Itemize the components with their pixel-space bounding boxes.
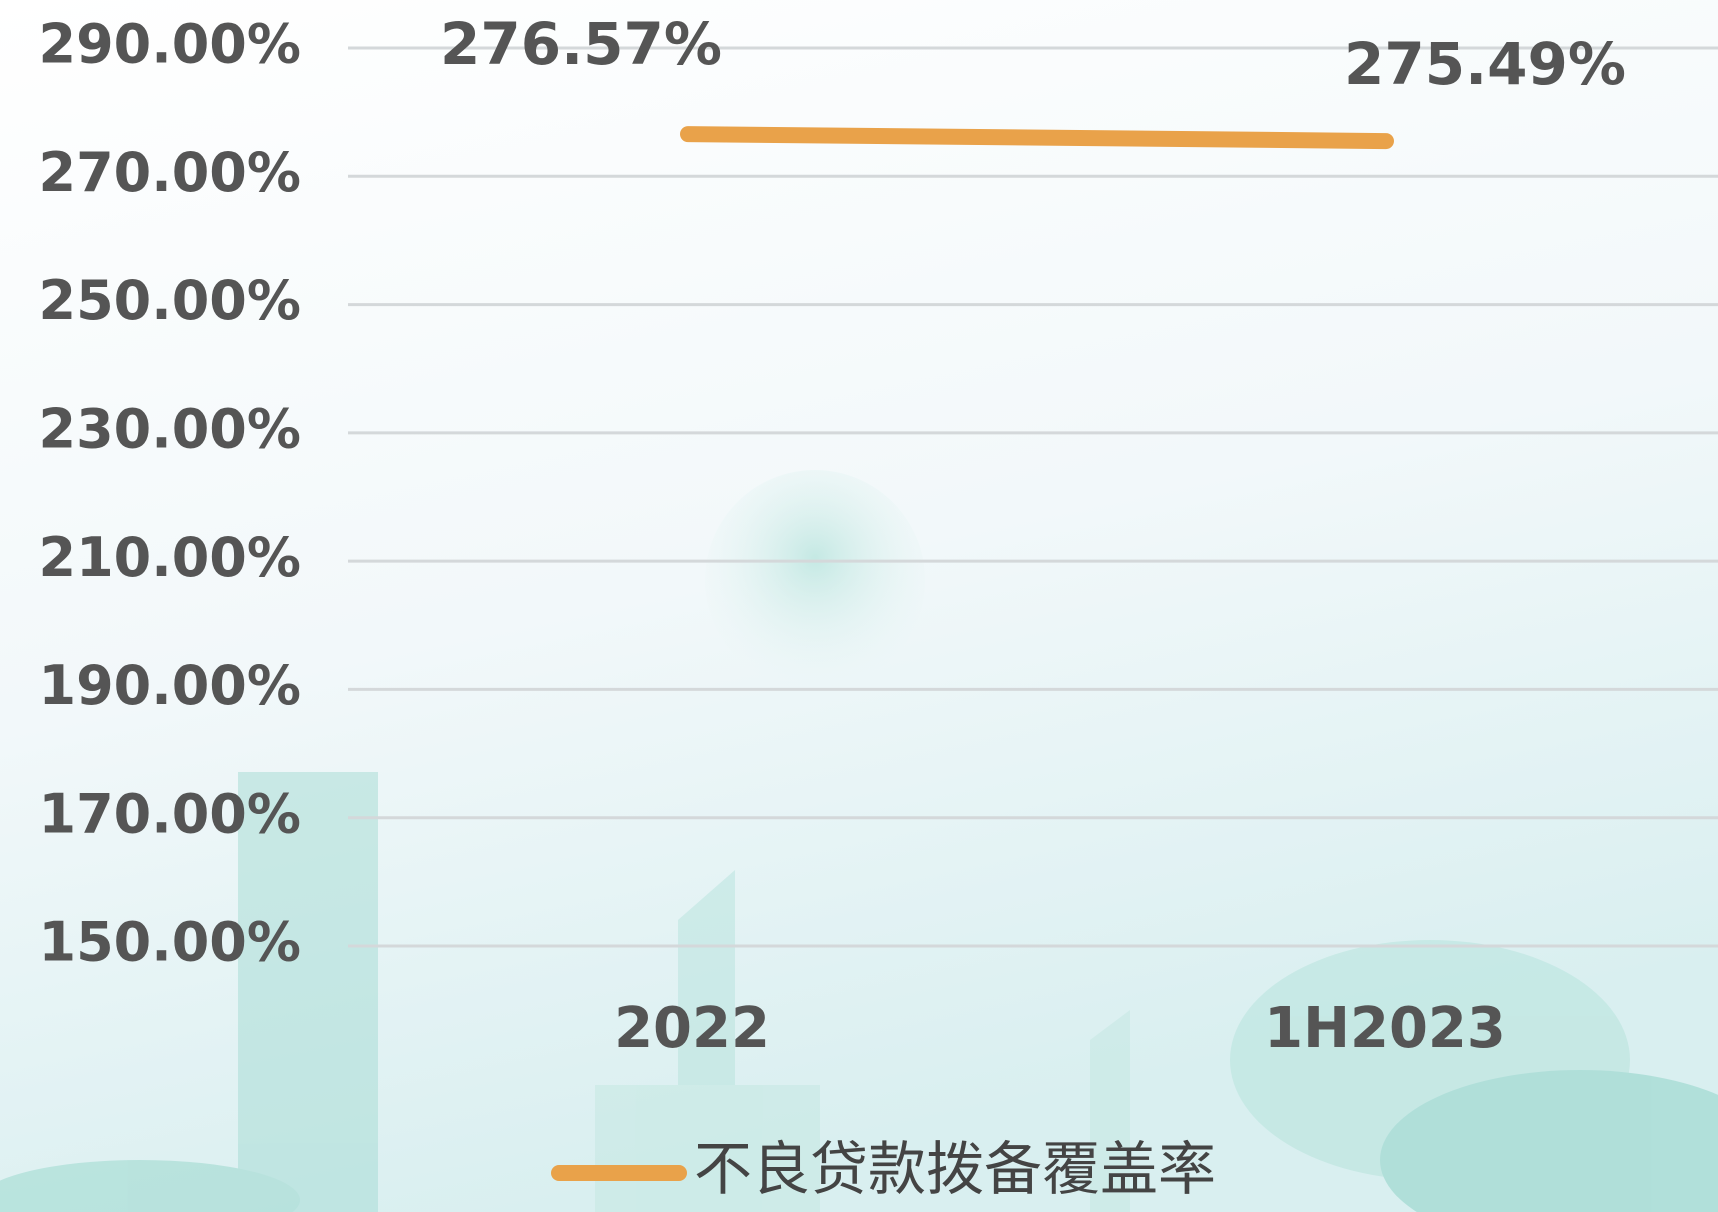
y-tick-label: 170.00% bbox=[39, 782, 302, 845]
y-tick-label: 230.00% bbox=[39, 397, 302, 460]
y-tick-label: 190.00% bbox=[39, 654, 302, 717]
data-label: 275.49% bbox=[1344, 30, 1626, 98]
y-tick-label: 250.00% bbox=[39, 269, 302, 332]
x-tick-label: 2022 bbox=[614, 996, 770, 1061]
y-tick-label: 290.00% bbox=[39, 13, 302, 76]
page: {"chart_data": {"type": "line", "categor… bbox=[0, 0, 1718, 1212]
data-label: 276.57% bbox=[440, 10, 722, 78]
y-tick-label: 150.00% bbox=[39, 911, 302, 974]
chart: 不良贷款拨备覆盖率 150.00% 170.00% 190.00% 210.00% 23… bbox=[0, 0, 1718, 1212]
x-tick-label: 1H2023 bbox=[1264, 996, 1506, 1061]
y-tick-label: 210.00% bbox=[39, 526, 302, 589]
line bbox=[688, 134, 1386, 141]
legend-label: 不良贷款拨备覆盖率 bbox=[694, 1135, 1216, 1203]
y-tick-label: 270.00% bbox=[39, 141, 302, 204]
